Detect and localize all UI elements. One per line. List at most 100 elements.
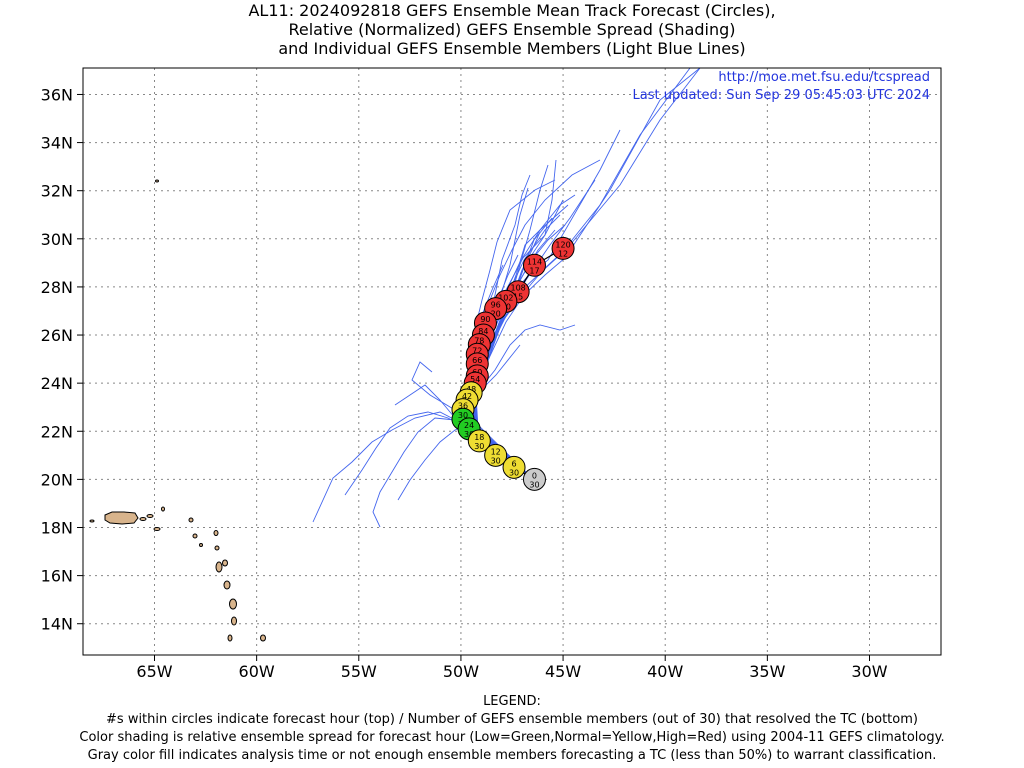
- title-line-1: AL11: 2024092818 GEFS Ensemble Mean Trac…: [248, 1, 776, 20]
- ensemble-member-track: [472, 217, 553, 477]
- title-line-3: and Individual GEFS Ensemble Members (Li…: [278, 39, 746, 58]
- small-island: [222, 559, 228, 567]
- member-count-label: 30: [529, 480, 539, 489]
- member-count-label: 15: [513, 293, 523, 302]
- member-count-label: 30: [509, 468, 519, 477]
- y-tick-label: 36N: [41, 85, 73, 104]
- forecast-hour-label: 96: [491, 301, 501, 310]
- ensemble-member-track: [471, 179, 596, 477]
- lat-lon-grid: [83, 68, 941, 655]
- y-tick-label: 16N: [41, 567, 73, 586]
- forecast-hour-label: 66: [472, 356, 482, 365]
- y-tick-label: 30N: [41, 230, 73, 249]
- ensemble-member-track: [312, 411, 531, 523]
- legend: LEGEND: #s within circles indicate forec…: [0, 693, 1024, 765]
- small-island: [89, 519, 95, 523]
- spread-circle: [551, 236, 575, 260]
- forecast-hour-label: 18: [474, 433, 484, 442]
- x-tick-label: 65W: [136, 662, 172, 681]
- small-island: [146, 514, 154, 518]
- ensemble-member-track: [474, 67, 701, 477]
- ensemble-member-track: [473, 67, 691, 477]
- y-tick-label: 18N: [41, 518, 73, 537]
- legend-heading: LEGEND:: [483, 694, 541, 709]
- small-island: [215, 561, 223, 573]
- caribbean-islands: [89, 179, 266, 642]
- mean-track-circles: 1201211417108151022096209022842478267229…: [451, 236, 575, 491]
- small-island: [161, 506, 165, 512]
- spread-circle: [522, 253, 546, 277]
- forecast-hour-label: 42: [462, 392, 472, 401]
- y-tick-label: 26N: [41, 326, 73, 345]
- y-tick-label: 34N: [41, 134, 73, 153]
- forecast-hour-label: 72: [472, 346, 482, 355]
- legend-line-circles: #s within circles indicate forecast hour…: [106, 712, 918, 727]
- forecast-hour-label: 102: [498, 293, 513, 302]
- spread-circle: [467, 429, 491, 453]
- legend-line-gray: Gray color fill indicates analysis time …: [87, 748, 937, 763]
- member-count-label: 30: [474, 442, 484, 451]
- spread-circle: [522, 467, 546, 491]
- forecast-hour-label: 54: [470, 375, 480, 384]
- member-count-label: 30: [464, 430, 474, 439]
- spread-circle: [502, 455, 526, 479]
- map-title: AL11: 2024092818 GEFS Ensemble Mean Trac…: [0, 1, 1024, 58]
- forecast-hour-label: 12: [491, 447, 501, 456]
- small-island: [227, 634, 233, 642]
- small-island: [155, 179, 159, 183]
- forecast-hour-label: 36: [458, 402, 468, 411]
- small-island: [192, 533, 198, 539]
- map-border: [82, 67, 942, 656]
- ensemble-member-track: [471, 67, 701, 477]
- forecast-hour-label: 78: [474, 337, 484, 346]
- y-tick-label: 32N: [41, 182, 73, 201]
- member-count-label: 17: [529, 266, 539, 275]
- forecast-circle: 630: [502, 455, 526, 479]
- member-count-label: 12: [558, 249, 568, 258]
- y-tick-label: 20N: [41, 470, 73, 489]
- y-tick-label: 28N: [41, 278, 73, 297]
- small-island: [214, 545, 220, 551]
- forecast-hour-label: 114: [527, 257, 542, 266]
- forecast-hour-label: 90: [480, 315, 490, 324]
- small-island: [213, 530, 219, 536]
- legend-line-shading: Color shading is relative ensemble sprea…: [79, 730, 945, 745]
- x-tick-label: 30W: [851, 662, 887, 681]
- forecast-hour-label: 6: [511, 459, 516, 468]
- member-count-label: 20: [491, 310, 501, 319]
- last-updated-text: Last updated: Sun Sep 29 05:45:03 UTC 20…: [633, 88, 930, 103]
- small-island: [139, 517, 147, 521]
- x-tick-label: 40W: [647, 662, 683, 681]
- small-island: [153, 527, 161, 531]
- forecast-hour-label: 84: [478, 327, 488, 336]
- y-tick-label: 14N: [41, 615, 73, 634]
- y-tick-label: 22N: [41, 422, 73, 441]
- small-island: [223, 580, 231, 590]
- small-island: [231, 616, 237, 626]
- small-island: [260, 634, 266, 642]
- forecast-hour-label: 120: [555, 240, 570, 249]
- small-island: [188, 517, 194, 523]
- x-tick-label: 35W: [749, 662, 785, 681]
- small-island: [229, 598, 237, 610]
- axis-ticks: 65W 60W 55W 50W 45W 40W 35W 30W 14N 16N 18N 20N 22N 2…: [41, 85, 888, 681]
- small-island: [199, 543, 203, 547]
- spread-circle: [484, 443, 508, 467]
- source-url-link[interactable]: http://moe.met.fsu.edu/tcspread: [718, 70, 930, 85]
- member-count-label: 30: [491, 456, 501, 465]
- forecast-hour-label: 108: [510, 284, 525, 293]
- title-line-2: Relative (Normalized) GEFS Ensemble Spre…: [288, 20, 736, 39]
- forecast-circle: 030: [522, 467, 546, 491]
- forecast-hour-label: 24: [464, 421, 474, 430]
- puerto-rico-island: [104, 511, 139, 525]
- forecast-hour-label: 0: [532, 471, 537, 480]
- y-tick-label: 24N: [41, 374, 73, 393]
- x-tick-label: 55W: [341, 662, 377, 681]
- x-tick-label: 45W: [545, 662, 581, 681]
- x-tick-label: 50W: [443, 662, 479, 681]
